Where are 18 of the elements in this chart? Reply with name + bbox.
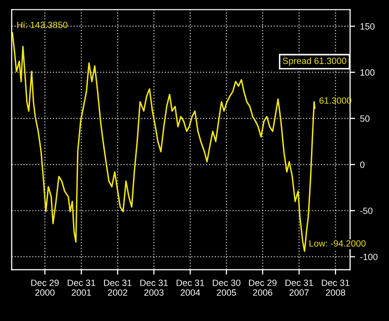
annotation: Hi: 143.3850 [17, 21, 68, 28]
x-tick-label: Dec 31 2007 [286, 280, 313, 296]
x-tick-label: Dec 31 2003 [140, 280, 168, 296]
x-tick-label: Dec 31 2001 [68, 280, 96, 296]
x-tick-label: Dec 31 2004 [176, 280, 204, 296]
y-tick-label: 100 [360, 69, 375, 76]
x-tick-label: Dec 30 2005 [212, 280, 240, 296]
x-tick-label: Dec 31 2008 [322, 280, 350, 296]
x-tick-label: Dec 31 2002 [104, 280, 132, 296]
y-tick-label: -100 [360, 254, 378, 260]
y-tick-label: 0 [360, 161, 364, 168]
y-tick-label: -50 [360, 208, 373, 214]
y-tick-label: 150 [360, 23, 375, 30]
y-tick-label: 50 [360, 115, 370, 122]
annotation: Low: -94.2000 [309, 240, 366, 247]
x-tick-label: Dec 29 2006 [249, 280, 277, 296]
x-tick-label: Dec 29 2000 [31, 280, 59, 296]
annotation: Spread 61.3000 [282, 57, 346, 66]
